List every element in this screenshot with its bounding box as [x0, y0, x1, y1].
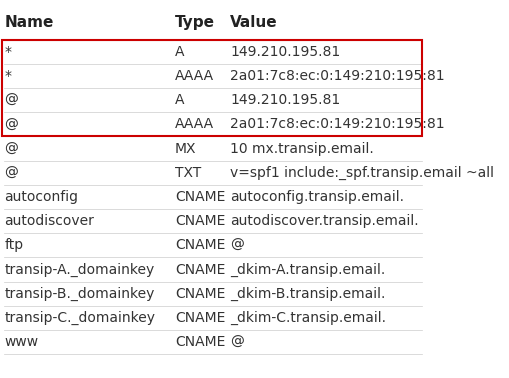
Text: A: A: [175, 45, 184, 59]
Text: 149.210.195.81: 149.210.195.81: [230, 93, 341, 107]
Text: @: @: [230, 238, 244, 253]
Text: autoconfig: autoconfig: [4, 190, 78, 204]
Text: CNAME: CNAME: [175, 311, 225, 325]
Text: 149.210.195.81: 149.210.195.81: [230, 45, 341, 59]
Text: autodiscover: autodiscover: [4, 214, 94, 228]
Text: CNAME: CNAME: [175, 214, 225, 228]
Text: v=spf1 include:_spf.transip.email ~all: v=spf1 include:_spf.transip.email ~all: [230, 166, 494, 180]
Text: *: *: [4, 45, 11, 59]
Text: _dkim-B.transip.email.: _dkim-B.transip.email.: [230, 287, 386, 301]
Text: CNAME: CNAME: [175, 335, 225, 349]
Text: _dkim-C.transip.email.: _dkim-C.transip.email.: [230, 311, 386, 325]
Text: Type: Type: [175, 15, 215, 30]
Text: A: A: [175, 93, 184, 107]
Text: transip-C._domainkey: transip-C._domainkey: [4, 311, 155, 325]
Text: transip-B._domainkey: transip-B._domainkey: [4, 287, 155, 301]
Text: *: *: [4, 69, 11, 83]
Text: CNAME: CNAME: [175, 262, 225, 277]
Text: Value: Value: [230, 15, 278, 30]
Text: MX: MX: [175, 141, 196, 156]
Text: @: @: [4, 93, 18, 107]
Text: @: @: [4, 141, 18, 156]
Text: Name: Name: [4, 15, 53, 30]
Text: @: @: [230, 335, 244, 349]
Text: CNAME: CNAME: [175, 238, 225, 253]
Text: AAAA: AAAA: [175, 117, 214, 132]
Text: 2a01:7c8:ec:0:149:210:195:81: 2a01:7c8:ec:0:149:210:195:81: [230, 117, 445, 132]
Text: @: @: [4, 166, 18, 180]
Text: @: @: [4, 117, 18, 132]
Text: autodiscover.transip.email.: autodiscover.transip.email.: [230, 214, 419, 228]
Text: TXT: TXT: [175, 166, 201, 180]
Text: 2a01:7c8:ec:0:149:210:195:81: 2a01:7c8:ec:0:149:210:195:81: [230, 69, 445, 83]
Text: CNAME: CNAME: [175, 190, 225, 204]
Text: autoconfig.transip.email.: autoconfig.transip.email.: [230, 190, 404, 204]
Text: _dkim-A.transip.email.: _dkim-A.transip.email.: [230, 262, 385, 277]
Text: AAAA: AAAA: [175, 69, 214, 83]
Text: CNAME: CNAME: [175, 287, 225, 301]
Text: 10 mx.transip.email.: 10 mx.transip.email.: [230, 141, 374, 156]
Text: www: www: [4, 335, 38, 349]
Text: transip-A._domainkey: transip-A._domainkey: [4, 262, 155, 277]
Text: ftp: ftp: [4, 238, 23, 253]
